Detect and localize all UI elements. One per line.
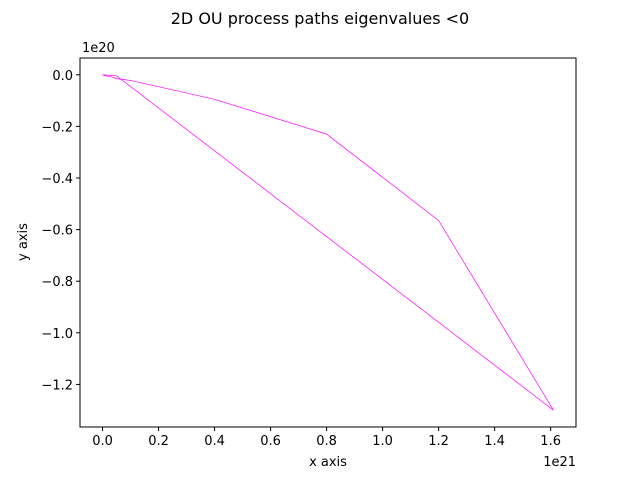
chart-title: 2D OU process paths eigenvalues <0 (171, 9, 469, 28)
x-offset-text: 1e21 (543, 455, 576, 470)
y-offset-text: 1e20 (82, 41, 115, 56)
y-tick-label: −1.2 (41, 378, 73, 393)
y-tick-label: −0.2 (41, 120, 73, 135)
x-tick-label: 0.6 (260, 434, 281, 449)
x-tick-label: 0.2 (148, 434, 169, 449)
y-axis: 0.0 −0.2 −0.4 −0.6 −0.8 −1.0 −1.2 (41, 69, 80, 393)
x-tick-label: 0.0 (92, 434, 113, 449)
y-axis-label: y axis (16, 223, 31, 261)
y-tick-label: −0.4 (41, 172, 73, 187)
y-tick-label: −1.0 (41, 327, 73, 342)
plot-frame (79, 57, 577, 428)
x-tick-label: 1.6 (540, 434, 561, 449)
plot-area (80, 58, 576, 427)
x-tick-label: 1.0 (372, 434, 393, 449)
y-tick-label: 0.0 (52, 69, 73, 84)
y-tick-label: −0.8 (41, 275, 73, 290)
series-line-1 (102, 74, 554, 411)
x-tick-label: 0.8 (316, 434, 337, 449)
x-axis: 0.0 0.2 0.4 0.6 0.8 1.0 1.2 1.4 1.6 (92, 427, 561, 449)
x-tick-label: 1.2 (428, 434, 449, 449)
x-tick-label: 1.4 (484, 434, 505, 449)
series-layer (102, 74, 554, 411)
series-line-2 (102, 74, 554, 411)
x-axis-label: x axis (309, 455, 347, 470)
y-tick-label: −0.6 (41, 224, 73, 239)
x-tick-label: 0.4 (204, 434, 225, 449)
